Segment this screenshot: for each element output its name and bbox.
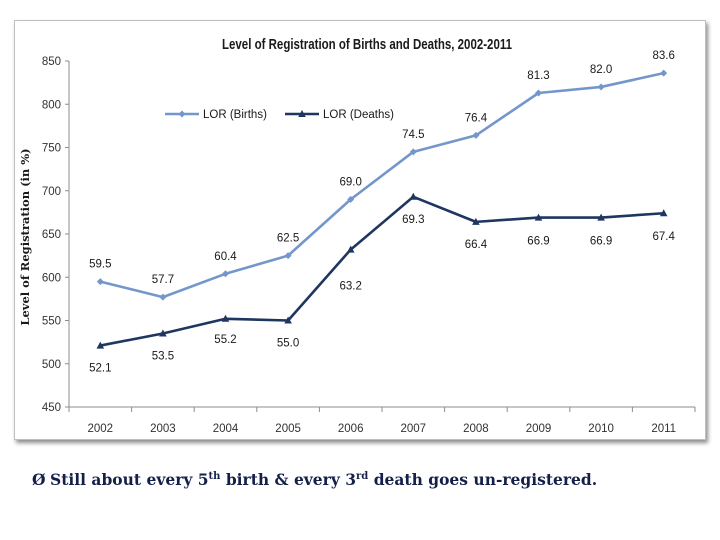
deaths-point-marker <box>284 316 292 324</box>
deaths-point-marker <box>346 245 355 253</box>
deaths-data-label: 66.9 <box>527 236 549 248</box>
y-tick-label: 850 <box>42 56 61 68</box>
births-data-label: 62.5 <box>277 233 299 245</box>
births-data-label: 60.4 <box>214 251 237 263</box>
deaths-point-marker <box>597 213 605 221</box>
births-point-marker <box>222 270 229 278</box>
y-tick-label: 800 <box>42 99 61 111</box>
deaths-point-marker <box>659 209 668 217</box>
legend-label-deaths: LOR (Deaths) <box>323 109 394 121</box>
births-point-marker <box>159 293 167 301</box>
chart-frame: 450 500 550 600 650 700 750 800 850 2002 2003 2004 2… <box>14 20 706 440</box>
legend-label-births: LOR (Births) <box>203 109 267 121</box>
x-tick-label: 2011 <box>651 423 676 435</box>
x-tick-label: 2007 <box>401 423 427 435</box>
footnote: Ø Still about every 5th birth & every 3rd… <box>32 470 712 489</box>
deaths-data-label: 55.2 <box>214 334 236 346</box>
y-axis-title: Level of Registration (in %) <box>18 148 32 325</box>
deaths-point-marker <box>221 314 230 322</box>
births-data-label: 59.5 <box>89 259 111 271</box>
births-point-marker <box>597 83 605 91</box>
births-point-marker <box>96 278 104 286</box>
note-text-1: Still about every 5 <box>50 470 209 489</box>
births-data-label: 74.5 <box>402 129 424 141</box>
chart-title: Level of Registration of Births and Deat… <box>222 36 512 53</box>
births-data-label: 83.6 <box>653 50 675 62</box>
births-point-marker <box>409 148 417 156</box>
y-tick-label: 650 <box>42 229 61 241</box>
deaths-data-label: 63.2 <box>340 281 362 293</box>
deaths-data-label: 67.4 <box>653 231 676 243</box>
y-tick-label: 750 <box>42 143 61 155</box>
deaths-data-label: 66.4 <box>465 239 488 251</box>
x-tick-label: 2006 <box>338 423 364 435</box>
note-text-3: death goes un-registered. <box>368 470 598 489</box>
births-point-marker <box>660 69 668 77</box>
y-tick-label: 500 <box>42 359 61 371</box>
series-line-deaths <box>100 195 664 347</box>
legend-marker-deaths <box>298 110 306 117</box>
deaths-point-marker <box>96 341 105 349</box>
x-tick-label: 2010 <box>588 423 614 435</box>
deaths-data-label: 55.0 <box>277 338 299 350</box>
x-tick-label: 2005 <box>275 423 301 435</box>
deaths-point-marker <box>159 329 167 337</box>
deaths-data-label: 69.3 <box>402 214 424 226</box>
births-data-label: 69.0 <box>340 176 362 188</box>
x-tick-label: 2002 <box>88 423 114 435</box>
note-sup-2: rd <box>356 470 369 482</box>
deaths-data-label: 53.5 <box>152 350 174 362</box>
note-sup-1: th <box>208 470 221 482</box>
arrow-bullet-icon: Ø <box>32 470 46 489</box>
births-data-label: 76.4 <box>465 112 488 124</box>
line-chart: 450 500 550 600 650 700 750 800 850 2002 2003 2004 2… <box>18 36 696 435</box>
x-tick-label: 2004 <box>213 423 239 435</box>
y-tick-label: 450 <box>42 402 61 414</box>
births-point-marker <box>535 89 542 97</box>
x-tick-label: 2008 <box>463 423 489 435</box>
x-tick-label: 2009 <box>526 423 552 435</box>
note-text-2: birth & every 3 <box>220 470 357 489</box>
legend-marker-births <box>178 110 186 118</box>
y-tick-label: 600 <box>42 272 61 284</box>
births-data-label: 81.3 <box>527 70 549 82</box>
deaths-data-label: 66.9 <box>590 236 612 248</box>
y-tick-label: 550 <box>42 316 61 328</box>
y-tick-label: 700 <box>42 186 61 198</box>
births-point-marker <box>347 195 355 203</box>
deaths-point-marker <box>472 217 480 225</box>
births-data-label: 57.7 <box>152 274 174 286</box>
births-point-marker <box>284 252 292 260</box>
series-line-births <box>99 71 664 299</box>
deaths-data-label: 52.1 <box>89 363 111 375</box>
births-point-marker <box>472 131 480 139</box>
deaths-point-marker <box>409 192 418 200</box>
deaths-point-marker <box>534 213 543 221</box>
births-data-label: 82.0 <box>590 64 612 76</box>
x-tick-label: 2003 <box>150 423 176 435</box>
